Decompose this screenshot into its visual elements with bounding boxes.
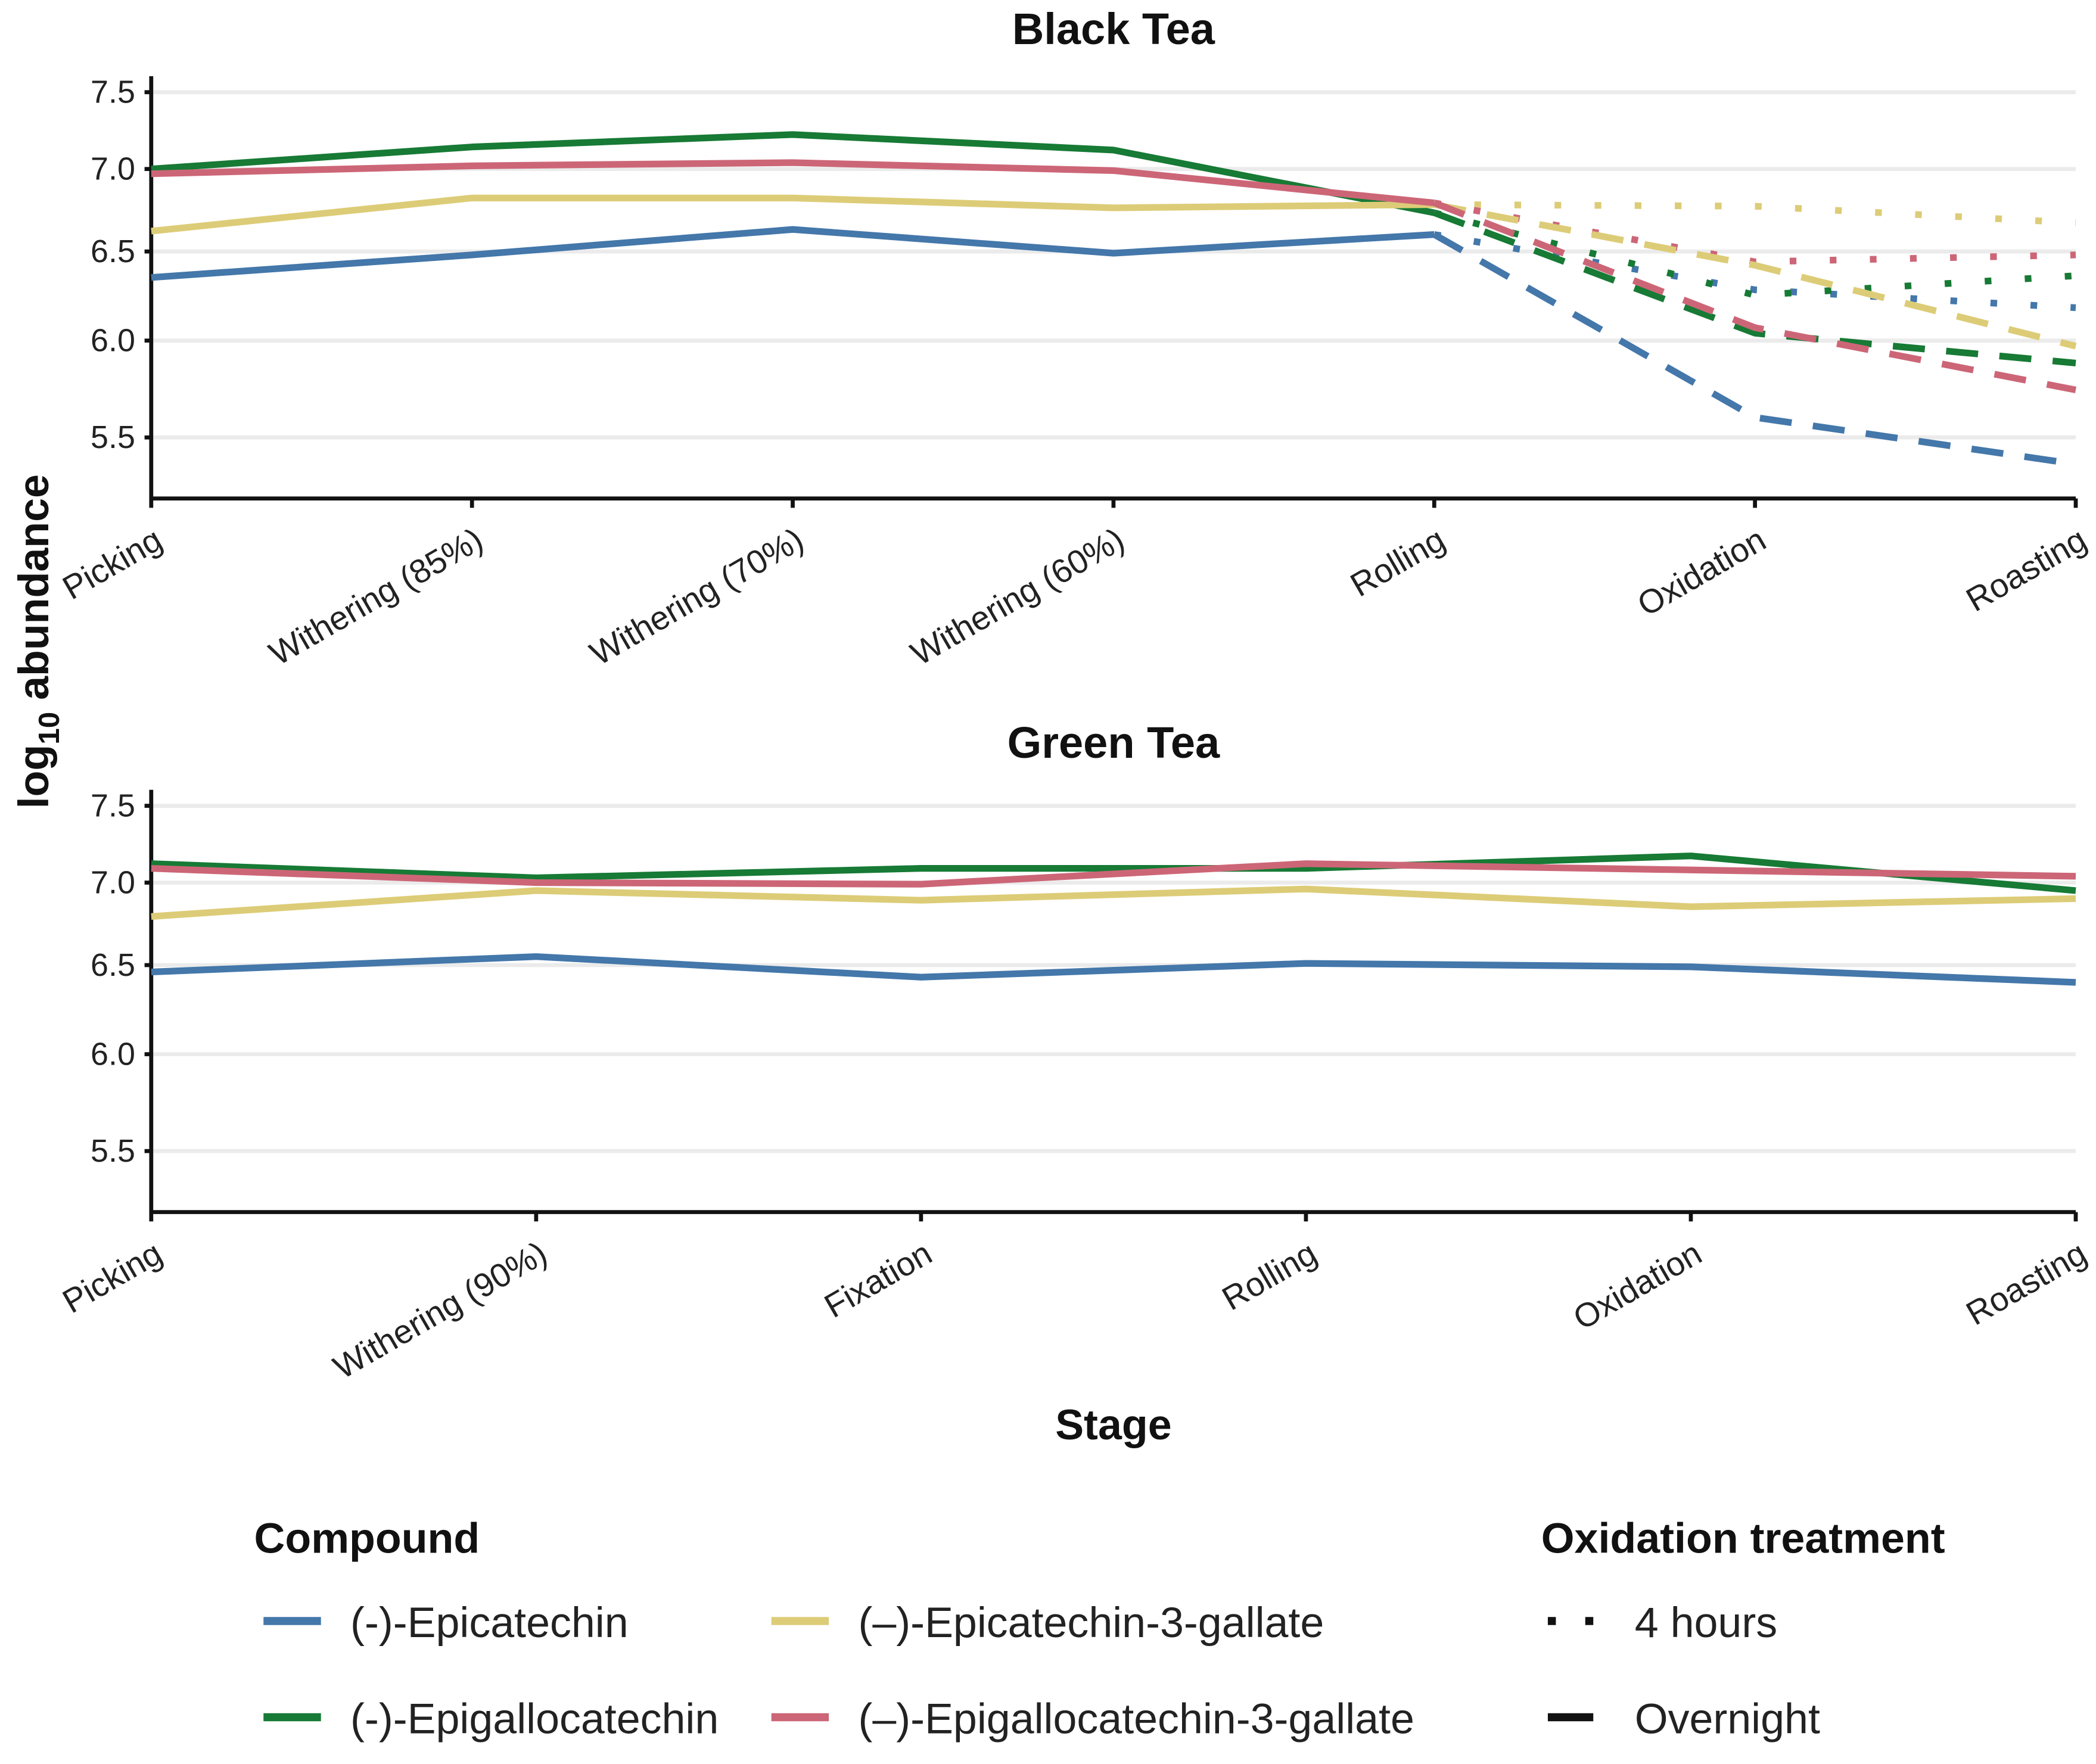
- x-tick-label: Withering (60%): [904, 520, 1131, 673]
- legend: Compound Oxidation treatment (-)-Epicate…: [254, 1515, 1945, 1743]
- x-tick-label: Rolling: [1215, 1234, 1323, 1317]
- y-tick-label: 6.5: [91, 947, 135, 983]
- legend-label-4h: 4 hours: [1635, 1599, 1777, 1647]
- y-tick-label: 7.0: [91, 864, 135, 900]
- x-tick-label: Oxidation: [1631, 520, 1772, 623]
- legend-label-epigallocatechin: (-)-Epigallocatechin: [350, 1695, 719, 1743]
- y-axis-label: log10 abundance: [10, 474, 66, 808]
- x-tick-label: Rolling: [1344, 520, 1451, 603]
- x-tick-label: Oxidation: [1567, 1234, 1708, 1337]
- y-axis-label-sub: 10: [33, 712, 66, 745]
- axes: [149, 76, 2076, 501]
- legend-compound-title: Compound: [254, 1515, 480, 1563]
- y-axis-label-rest: abundance: [10, 474, 58, 712]
- x-tick-label: Picking: [56, 1234, 168, 1320]
- series-line-ecg-none: [151, 885, 2076, 920]
- series-line-epigallocatechin-overnight: [1433, 209, 2076, 367]
- x-tick-label: Roasting: [1960, 1234, 2092, 1332]
- x-tick-label: Withering (90%): [327, 1234, 553, 1386]
- y-tick-label: 6.5: [91, 234, 135, 269]
- legend-treatment-title: Oxidation treatment: [1541, 1515, 1945, 1563]
- y-tick-label: 7.5: [91, 788, 135, 824]
- y-tick-label: 6.0: [91, 323, 135, 359]
- x-axis-label: Stage: [1055, 1401, 1171, 1449]
- series-line-epicatechin-overnight: [1432, 231, 2076, 468]
- series-line-egcg-none: [151, 860, 2076, 888]
- y-tick-label: 7.5: [91, 74, 135, 110]
- legend-label-ecg: (–)-Epicatechin-3-gallate: [858, 1599, 1324, 1647]
- series-line-egcg-overnight: [1433, 200, 2077, 393]
- panel-green-tea: Green Tea 7.5 7.0 6.5 6.0 5.5 Picking Witherin…: [56, 718, 2092, 1386]
- x-tick-label: Withering (70%): [583, 520, 810, 673]
- x-tick-label: Withering (85%): [263, 520, 489, 673]
- series-line-ecg-overnight: [1433, 201, 2077, 350]
- y-tick-label: 7.0: [91, 151, 135, 187]
- panel-black-tea: Black Tea 7.5 7.0 6.5 6.0 5.5 Picking Witherin…: [56, 4, 2092, 673]
- series-line-epicatechin-4h: [1433, 231, 2076, 312]
- axes: [149, 789, 2076, 1214]
- series-line-epigallocatechin-none: [151, 131, 1435, 216]
- x-tick-label: Roasting: [1960, 520, 2092, 618]
- legend-label-epicatechin: (-)-Epicatechin: [350, 1599, 629, 1647]
- series-line-egcg-4h: [1433, 200, 2076, 266]
- series-line-epicatechin-none: [151, 226, 1435, 281]
- panel-title: Black Tea: [1012, 4, 1215, 54]
- series-line-epigallocatechin-4h: [1433, 209, 2076, 299]
- y-tick-label: 6.0: [91, 1037, 135, 1072]
- x-tick-label: Fixation: [818, 1234, 938, 1325]
- series-line-egcg-none: [151, 159, 1435, 207]
- y-tick-label: 5.5: [91, 1133, 135, 1169]
- legend-label-egcg: (–)-Epigallocatechin-3-gallate: [858, 1695, 1414, 1743]
- legend-label-overnight: Overnight: [1635, 1695, 1820, 1743]
- panel-title: Green Tea: [1007, 718, 1220, 767]
- series-line-epigallocatechin-none: [151, 853, 2076, 894]
- y-axis-label-log: log: [10, 745, 58, 809]
- x-tick-label: Picking: [56, 520, 168, 606]
- series-line-ecg-none: [151, 194, 1435, 235]
- series-line-ecg-4h: [1434, 201, 2076, 226]
- y-tick-label: 5.5: [91, 419, 135, 455]
- series-line-epicatechin-none: [151, 953, 2076, 986]
